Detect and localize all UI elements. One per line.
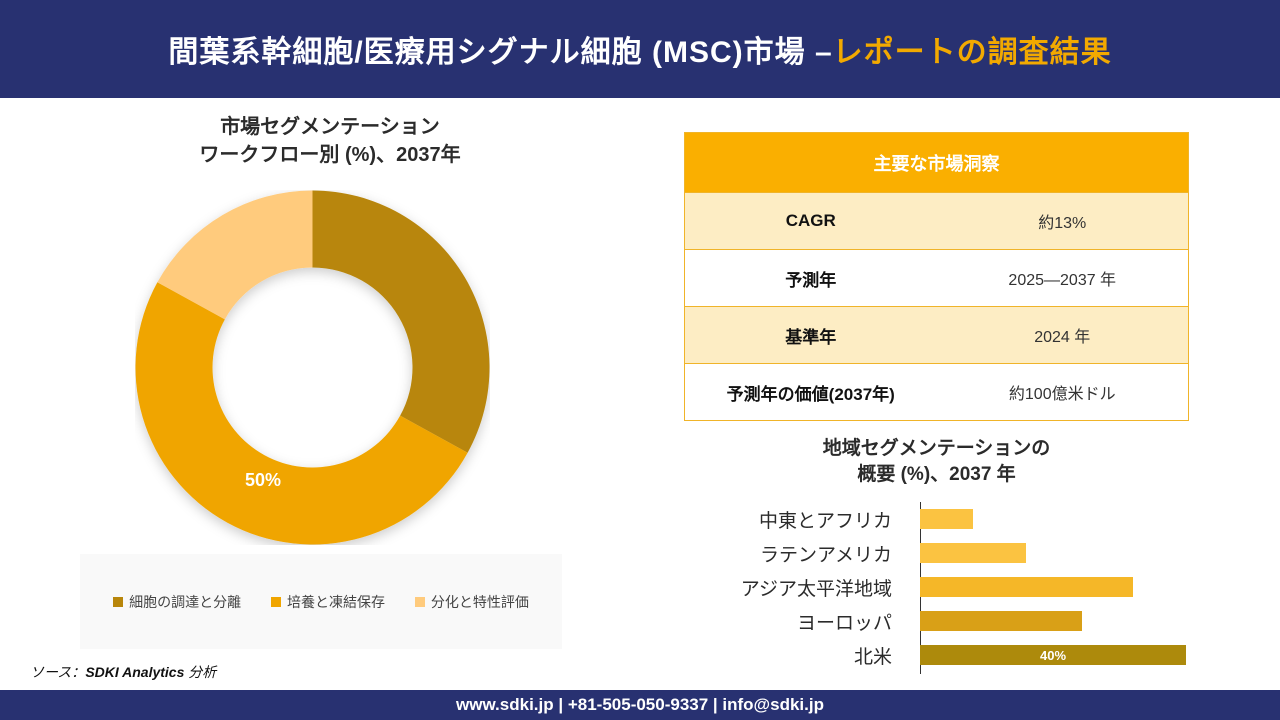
svg-text:50%: 50%: [245, 470, 281, 490]
